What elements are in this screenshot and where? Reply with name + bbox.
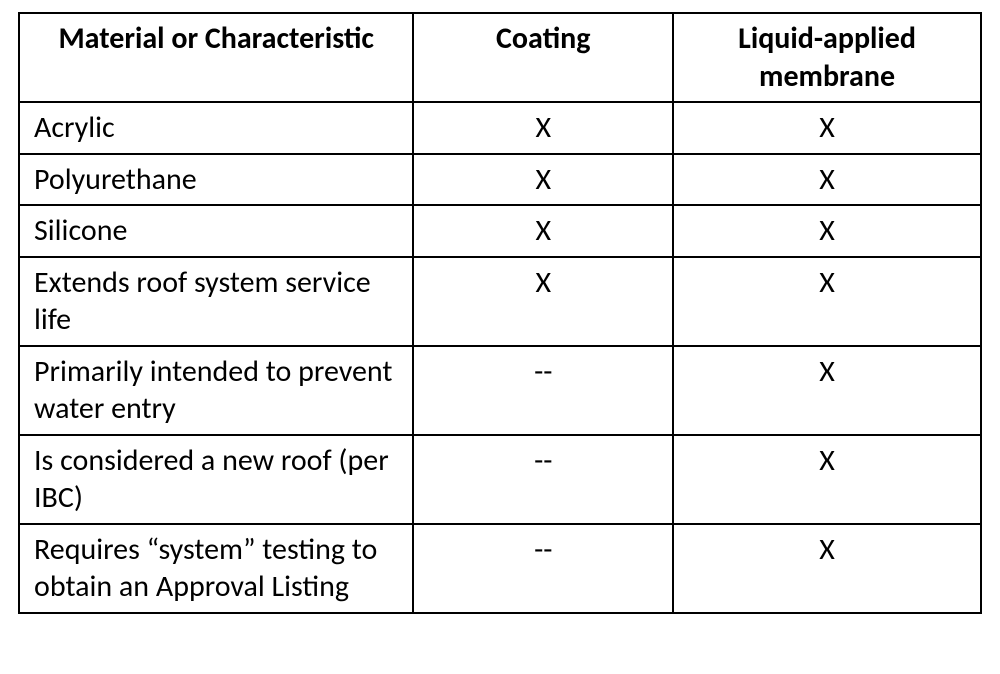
membrane-mark: X: [673, 524, 981, 613]
coating-mark: X: [413, 257, 673, 346]
row-label: Requires “system” testing to obtain an A…: [19, 524, 413, 613]
table-row: Silicone X X: [19, 205, 981, 257]
column-header-material: Material or Characteristic: [19, 13, 413, 102]
membrane-mark: X: [673, 257, 981, 346]
table-header-row: Material or Characteristic Coating Liqui…: [19, 13, 981, 102]
membrane-mark: X: [673, 346, 981, 435]
row-label: Extends roof system service life: [19, 257, 413, 346]
table-row: Is considered a new roof (per IBC) -- X: [19, 435, 981, 524]
column-header-coating: Coating: [413, 13, 673, 102]
coating-mark: X: [413, 154, 673, 206]
table-row: Extends roof system service life X X: [19, 257, 981, 346]
comparison-table: Material or Characteristic Coating Liqui…: [18, 12, 982, 614]
table-row: Requires “system” testing to obtain an A…: [19, 524, 981, 613]
column-header-membrane: Liquid-applied membrane: [673, 13, 981, 102]
membrane-mark: X: [673, 102, 981, 154]
coating-mark: X: [413, 205, 673, 257]
coating-mark: --: [413, 435, 673, 524]
membrane-mark: X: [673, 205, 981, 257]
table-row: Polyurethane X X: [19, 154, 981, 206]
coating-mark: --: [413, 524, 673, 613]
row-label: Acrylic: [19, 102, 413, 154]
table-row: Primarily intended to prevent water entr…: [19, 346, 981, 435]
coating-mark: --: [413, 346, 673, 435]
table-row: Acrylic X X: [19, 102, 981, 154]
membrane-mark: X: [673, 435, 981, 524]
membrane-mark: X: [673, 154, 981, 206]
row-label: Silicone: [19, 205, 413, 257]
coating-mark: X: [413, 102, 673, 154]
row-label: Primarily intended to prevent water entr…: [19, 346, 413, 435]
row-label: Is considered a new roof (per IBC): [19, 435, 413, 524]
row-label: Polyurethane: [19, 154, 413, 206]
